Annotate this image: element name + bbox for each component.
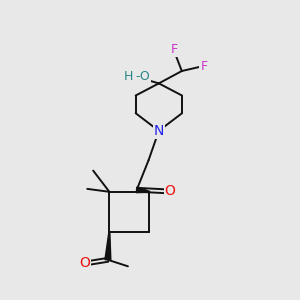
Text: F: F xyxy=(171,43,178,56)
Polygon shape xyxy=(105,232,111,260)
Text: F: F xyxy=(200,60,207,73)
Text: H: H xyxy=(124,70,134,83)
Polygon shape xyxy=(136,187,149,193)
Text: O: O xyxy=(79,256,90,270)
Text: -O: -O xyxy=(135,70,150,83)
Text: O: O xyxy=(165,184,176,198)
Text: N: N xyxy=(154,124,164,138)
